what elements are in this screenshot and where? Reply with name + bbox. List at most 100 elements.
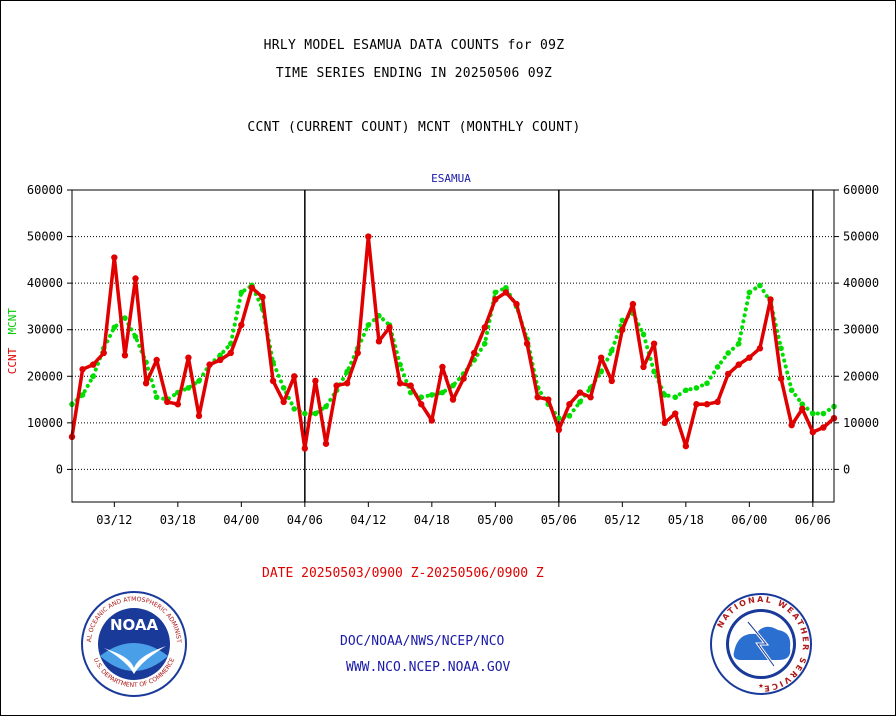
station-label: ESAMUA [431,172,471,185]
data-point-mcnt [196,378,202,384]
data-point-ccnt [523,340,531,347]
data-point-mcnt [280,385,287,391]
data-point-ccnt [333,382,340,389]
data-point-ccnt [142,380,150,387]
data-point-ccnt [619,326,626,333]
data-point-ccnt [291,373,298,380]
y-tick-label-left: 20000 [27,369,63,383]
data-point-ccnt [439,363,446,371]
y-tick-label-left: 30000 [27,323,63,337]
y-tick-label-left: 40000 [27,276,63,290]
x-tick-label: 03/12 [96,513,132,527]
data-point-ccnt [407,382,414,389]
y-tick-label-left: 60000 [27,183,63,197]
data-point-ccnt [365,233,372,240]
data-point-ccnt [788,421,795,429]
data-point-mcnt [810,410,816,417]
series-layer [68,233,838,452]
data-point-ccnt [121,352,129,359]
y-tick-label-right: 60000 [843,183,879,197]
nws-logo: NATIONAL WEATHER SERVICE ★ [710,593,812,695]
y-tick-label-left: 0 [56,462,63,476]
data-point-ccnt [174,401,182,408]
data-point-mcnt [746,289,753,296]
data-point-ccnt [269,377,277,385]
data-point-ccnt [724,370,732,378]
data-point-ccnt [767,296,774,303]
nws-logo-star-icon: ★ [758,681,764,691]
data-point-mcnt [481,340,488,347]
data-point-ccnt [566,401,573,408]
x-tick-label: 04/00 [223,513,259,527]
x-tick-label: 06/00 [731,513,767,527]
data-point-ccnt [89,361,97,368]
data-point-ccnt [238,321,245,329]
data-point-ccnt [132,275,139,282]
chart-subtitle: CCNT (CURRENT COUNT) MCNT (MONTHLY COUNT… [247,120,581,135]
data-point-ccnt [396,380,404,387]
data-point-ccnt [111,254,118,261]
data-point-mcnt [725,350,731,356]
data-point-mcnt [429,392,435,398]
data-point-mcnt [111,324,118,331]
data-point-mcnt [122,315,128,321]
data-point-mcnt [312,410,319,417]
data-point-ccnt [206,361,213,368]
date-range-label: DATE 20250503/0900 Z-20250506/0900 Z [262,566,544,581]
data-point-mcnt [693,385,700,391]
data-point-ccnt [322,440,330,447]
x-tick-label: 03/18 [160,513,196,527]
data-point-ccnt [354,349,361,357]
data-point-mcnt [185,385,192,391]
data-point-ccnt [555,426,563,434]
data-point-ccnt [756,345,764,352]
data-point-ccnt [195,412,203,420]
data-point-ccnt [820,424,827,431]
data-point-mcnt [153,394,160,401]
y-tick-label-right: 30000 [843,323,879,337]
data-point-mcnt [492,289,499,296]
data-point-mcnt [640,331,647,338]
data-point-ccnt [259,293,266,301]
data-point-mcnt [799,401,806,408]
data-point-ccnt [492,296,499,303]
x-tick-label: 05/00 [477,513,513,527]
y-tick-label-right: 20000 [843,369,879,383]
data-point-ccnt [661,419,668,427]
data-point-mcnt [778,345,784,352]
data-point-ccnt [301,445,309,452]
data-point-ccnt [746,354,753,361]
data-point-ccnt [513,300,520,308]
data-point-ccnt [693,401,700,408]
data-point-mcnt [439,389,446,396]
data-point-ccnt [703,401,711,408]
data-point-ccnt [640,363,647,371]
data-point-ccnt [799,405,806,413]
data-point-mcnt [217,352,223,359]
data-point-ccnt [428,417,436,424]
data-point-ccnt [735,361,742,368]
data-point-ccnt [312,377,319,385]
data-point-mcnt [577,399,583,405]
data-point-ccnt [608,377,615,385]
chart-title-line2: TIME SERIES ENDING IN 20250506 09Z [275,66,553,81]
y-tick-label-left: 10000 [27,416,63,430]
data-point-mcnt [608,347,615,354]
data-point-mcnt [323,403,329,410]
data-point-ccnt [79,366,86,373]
data-point-ccnt [534,394,541,401]
data-point-mcnt [132,333,139,340]
data-point-mcnt [651,368,657,375]
data-point-ccnt [216,356,224,364]
data-point-mcnt [291,406,298,412]
data-point-ccnt [343,380,351,387]
y-tick-label-right: 40000 [843,276,879,290]
data-point-mcnt [566,413,573,419]
data-point-ccnt [576,389,584,396]
data-point-mcnt [302,410,308,417]
data-point-mcnt [757,282,763,289]
y-tick-label-right: 10000 [843,416,879,430]
data-point-ccnt [375,338,383,345]
gridlines [72,236,834,470]
